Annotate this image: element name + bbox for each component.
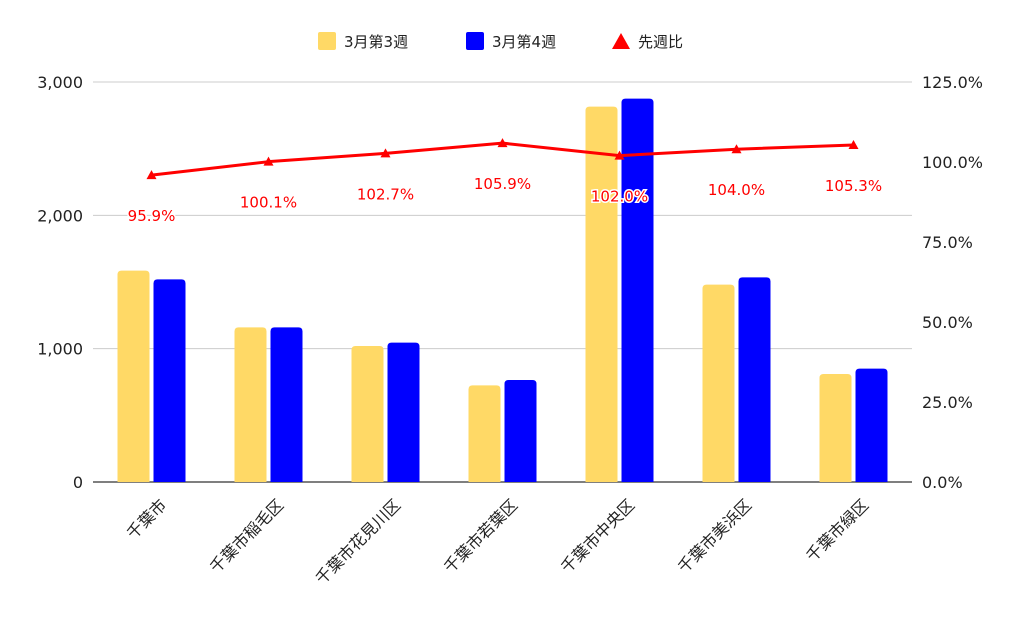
ratio-marker xyxy=(848,140,859,150)
right-axis: 0.0% 25.0% 50.0% 75.0% 100.0% 125.0% xyxy=(922,73,983,492)
category-label: 千葉市稲毛区 xyxy=(206,495,287,576)
ratio-data-label: 102.7% xyxy=(357,185,414,203)
bar-week3 xyxy=(117,270,150,482)
legend-label: 3月第4週 xyxy=(492,33,556,51)
right-tick-label: 125.0% xyxy=(922,73,983,92)
ratio-marker xyxy=(380,148,391,158)
category-label: 千葉市若葉区 xyxy=(440,495,521,576)
bar-week3 xyxy=(351,346,384,482)
legend-item: 先週比 xyxy=(612,33,683,51)
category-label: 千葉市中央区 xyxy=(557,495,638,576)
ratio-data-label: 100.1% xyxy=(240,194,297,212)
bar-week4 xyxy=(387,342,420,482)
right-tick-label: 25.0% xyxy=(922,393,973,412)
right-tick-label: 50.0% xyxy=(922,313,973,332)
ratio-data-label: 102.0% xyxy=(591,188,648,206)
legend: 3月第3週 3月第4週 先週比 xyxy=(318,32,683,51)
ratio-marker xyxy=(263,156,274,166)
ratio-marker xyxy=(146,170,157,180)
line-series: 95.9% 100.1% 102.7% 105.9% 102.0% 104.0% 105.3… xyxy=(126,138,884,227)
bar-week3 xyxy=(234,327,267,482)
ratio-marker xyxy=(614,150,625,160)
legend-swatch xyxy=(318,32,336,50)
category-label: 千葉市緑区 xyxy=(802,495,872,565)
bar-week4 xyxy=(504,380,537,482)
bar-week4 xyxy=(855,368,888,482)
gridlines xyxy=(93,81,912,483)
category-label: 千葉市 xyxy=(123,495,170,542)
ratio-marker xyxy=(731,144,742,154)
bar-week3 xyxy=(585,106,618,483)
bar-week3 xyxy=(702,284,735,482)
legend-marker xyxy=(612,33,630,49)
ratio-data-label: 105.3% xyxy=(825,177,882,195)
ratio-data-label: 95.9% xyxy=(128,207,176,225)
right-tick-label: 75.0% xyxy=(922,233,973,252)
bar-week4 xyxy=(621,98,654,483)
left-tick-label: 3,000 xyxy=(37,73,83,92)
legend-item: 3月第3週 xyxy=(318,32,408,51)
ratio-line xyxy=(151,141,854,177)
ratio-data-label: 104.0% xyxy=(708,181,765,199)
ratio-data-label: 105.9% xyxy=(474,175,531,193)
left-axis: 0 1,000 2,000 3,000 xyxy=(37,73,83,492)
x-axis: 千葉市 千葉市稲毛区 千葉市花見川区 千葉市若葉区 千葉市中央区 千葉市美浜区 千葉市緑区 xyxy=(123,495,872,588)
left-tick-label: 1,000 xyxy=(37,340,83,359)
bar-series xyxy=(117,98,888,483)
right-tick-label: 100.0% xyxy=(922,153,983,172)
left-tick-label: 2,000 xyxy=(37,206,83,225)
bar-week3 xyxy=(468,385,501,482)
bar-week3 xyxy=(819,374,852,482)
ratio-marker xyxy=(497,138,508,148)
right-tick-label: 0.0% xyxy=(922,473,963,492)
legend-swatch xyxy=(466,32,484,50)
bar-week4 xyxy=(738,277,771,482)
legend-label: 3月第3週 xyxy=(344,33,408,51)
left-tick-label: 0 xyxy=(73,473,83,492)
legend-item: 3月第4週 xyxy=(466,32,556,51)
legend-label: 先週比 xyxy=(638,33,683,51)
bar-week4 xyxy=(270,327,303,482)
bar-week4 xyxy=(153,279,186,482)
category-label: 千葉市花見川区 xyxy=(312,495,405,588)
category-label: 千葉市美浜区 xyxy=(674,495,755,576)
